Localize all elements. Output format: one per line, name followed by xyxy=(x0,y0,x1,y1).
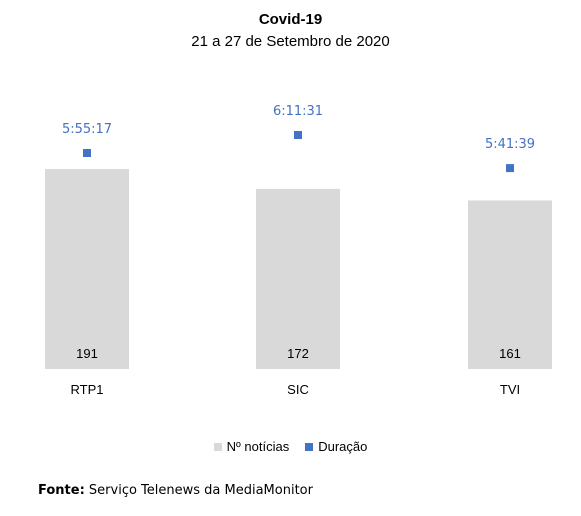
x-tick-label-rtp1: RTP1 xyxy=(71,382,104,397)
legend-item-duracao: Duração xyxy=(305,439,367,454)
duration-label-tvi: 5:41:39 xyxy=(485,137,535,152)
bar-value-label-rtp1: 191 xyxy=(76,346,98,361)
source-note: Fonte: Serviço Telenews da MediaMonitor xyxy=(38,483,313,498)
source-label: Fonte: xyxy=(38,483,85,498)
legend-label-duracao: Duração xyxy=(318,439,368,454)
duration-marker-sic xyxy=(294,131,302,139)
legend: Nº notícias Duração xyxy=(0,439,581,454)
bar-chart: 191 5:55:17 RTP1 172 6:11:31 SIC 161 5:41:39 TVI xyxy=(45,104,552,397)
bar-rtp1 xyxy=(45,169,129,369)
duration-label-sic: 6:11:31 xyxy=(273,104,323,119)
legend-swatch-noticias xyxy=(213,442,222,451)
chart-title: Covid-19 xyxy=(258,11,323,28)
bar-tvi xyxy=(468,200,552,369)
duration-marker-rtp1 xyxy=(83,149,91,157)
duration-marker-tvi xyxy=(506,164,514,173)
bar-value-label-tvi: 161 xyxy=(499,346,521,361)
x-tick-label-sic: SIC xyxy=(287,382,309,397)
bar-value-label-sic: 172 xyxy=(287,346,309,361)
source-text: Serviço Telenews da MediaMonitor xyxy=(84,483,313,498)
legend-item-noticias: Nº notícias xyxy=(213,439,290,454)
bar-sic xyxy=(256,188,340,369)
legend-label-noticias: Nº notícias xyxy=(226,439,290,454)
chart-subtitle: 21 a 27 de Setembro de 2020 xyxy=(191,33,390,50)
x-tick-label-tvi: TVI xyxy=(500,382,520,397)
duration-label-rtp1: 5:55:17 xyxy=(62,122,112,137)
legend-swatch-duracao xyxy=(305,442,314,451)
